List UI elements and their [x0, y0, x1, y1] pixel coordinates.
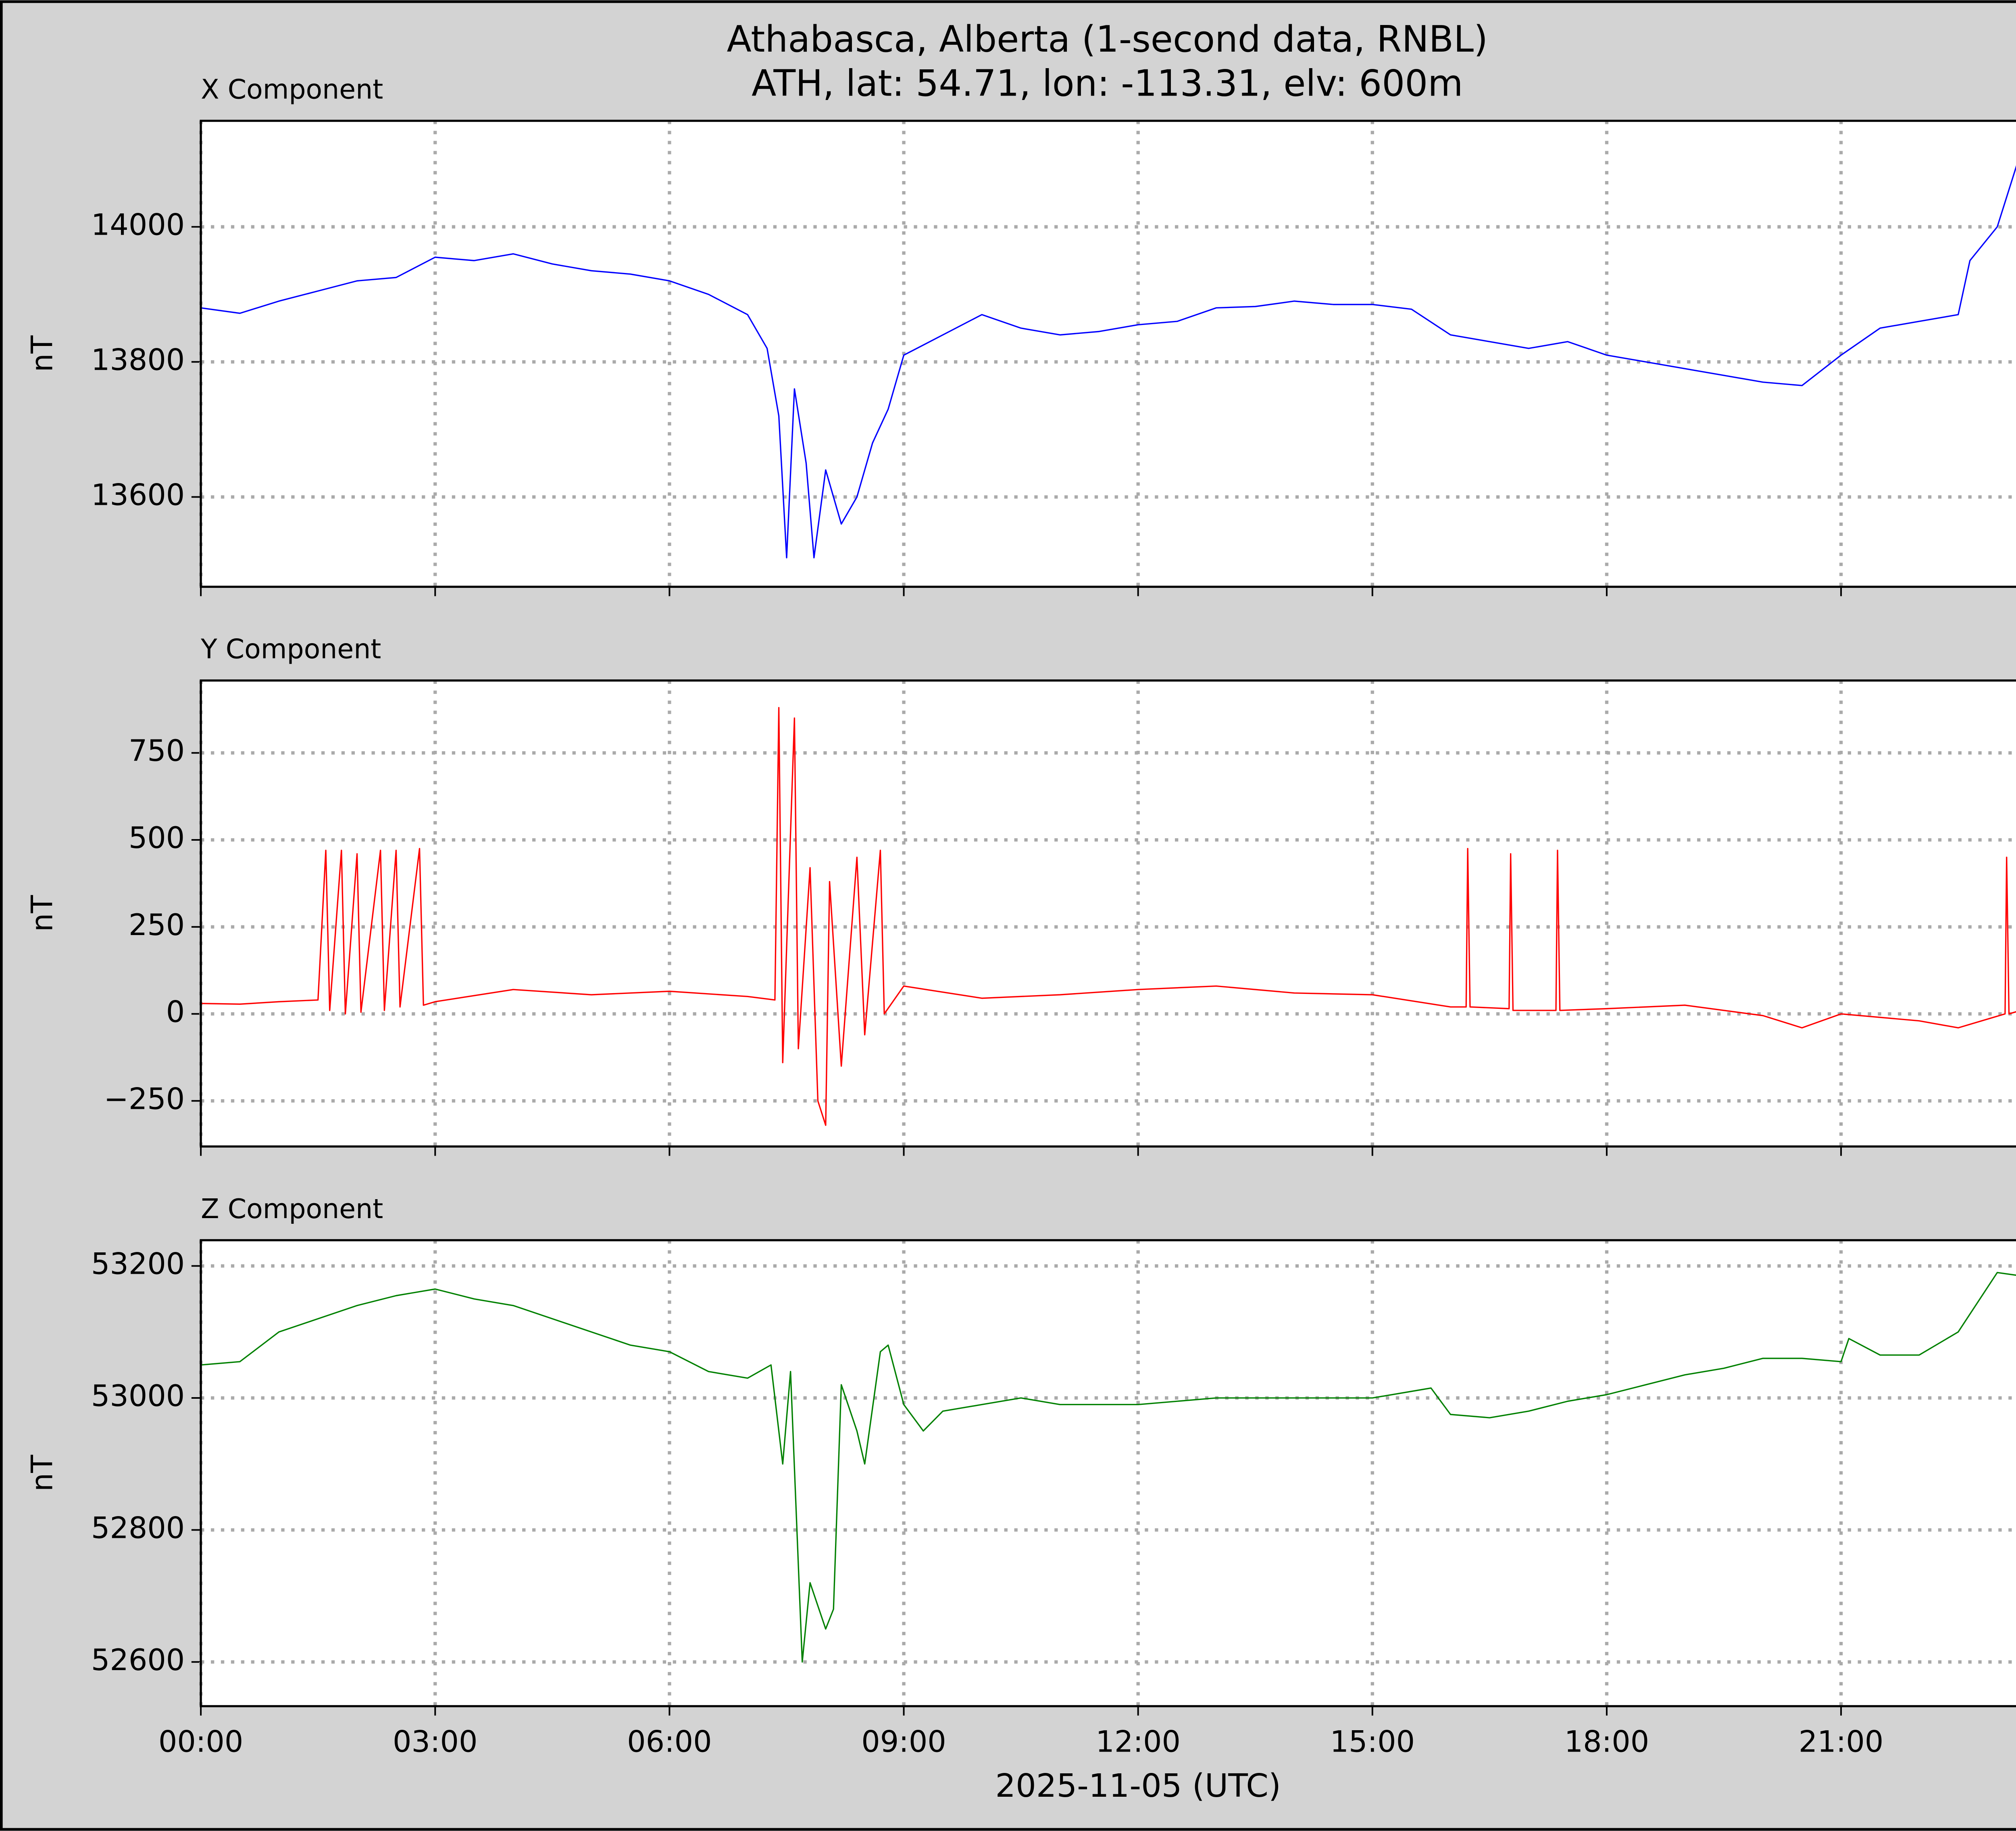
y-axis-label: nT — [25, 335, 60, 372]
plot-area — [201, 1240, 2016, 1706]
y-tick-label: 0 — [166, 995, 185, 1029]
data-line — [201, 707, 2016, 1126]
x-tick-label: 21:00 — [1799, 1725, 1884, 1759]
y-tick-label: 750 — [129, 734, 185, 768]
data-line — [200, 1272, 2016, 1663]
plot-frame — [200, 1239, 2016, 1708]
y-tick-label: 53000 — [91, 1379, 185, 1413]
y-tick-label: 52600 — [91, 1643, 185, 1677]
panel-title: Y Component — [200, 633, 381, 665]
x-tick-label: 15:00 — [1330, 1725, 1415, 1759]
plot-area — [201, 121, 2016, 587]
x-tick-label: 00:00 — [158, 1725, 244, 1759]
y-axis-label: nT — [25, 895, 60, 932]
figure-subtitle: ATH, lat: 54.71, lon: -113.31, elv: 600m — [752, 63, 1463, 105]
plot-area — [201, 680, 2016, 1147]
panel-title: Z Component — [201, 1193, 383, 1225]
figure-title: Athabasca, Alberta (1-second data, RNBL) — [727, 19, 1488, 60]
y-tick-label: 13800 — [91, 343, 185, 377]
x-tick-label: 18:00 — [1564, 1725, 1649, 1759]
panel-title: X Component — [201, 74, 383, 105]
x-tick-label: 06:00 — [627, 1725, 712, 1759]
y-tick-label: −250 — [104, 1082, 185, 1116]
data-line — [200, 165, 2016, 558]
x-axis-label: 2025-11-05 (UTC) — [995, 1767, 1281, 1804]
y-tick-label: 13600 — [91, 478, 185, 512]
y-axis-label: nT — [25, 1455, 60, 1491]
x-tick-label: 09:00 — [861, 1725, 946, 1759]
plot-frame — [200, 679, 2016, 1148]
x-tick-label: 12:00 — [1095, 1725, 1181, 1759]
y-tick-label: 53200 — [91, 1247, 185, 1281]
y-tick-label: 52800 — [91, 1511, 185, 1545]
x-tick-label: 03:00 — [393, 1725, 478, 1759]
y-tick-label: 14000 — [91, 208, 185, 242]
plot-frame — [200, 119, 2016, 588]
y-tick-label: 250 — [129, 908, 185, 942]
y-tick-label: 500 — [129, 821, 185, 855]
